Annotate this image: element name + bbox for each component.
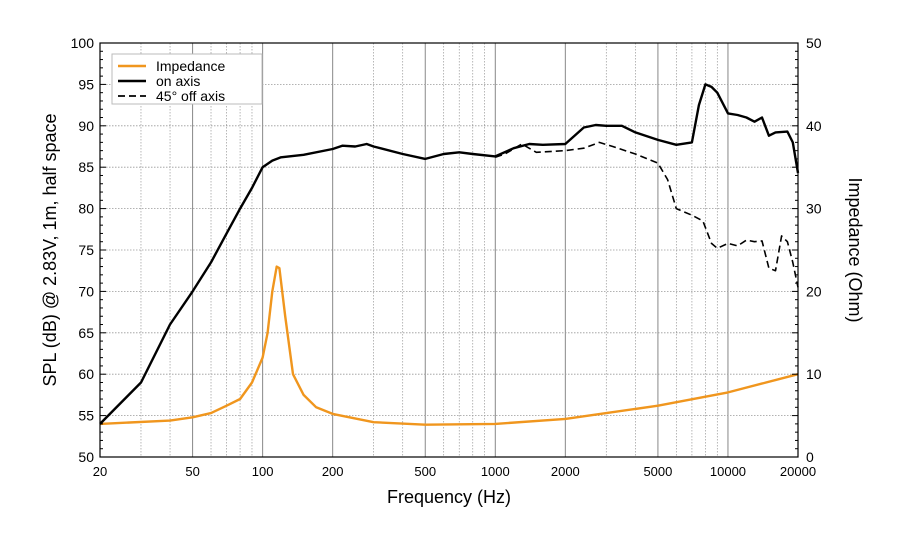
y2-tick-label: 20 bbox=[806, 283, 822, 299]
y-tick-label: 70 bbox=[78, 283, 94, 299]
y-tick-label: 55 bbox=[78, 408, 94, 424]
x-axis-label: Frequency (Hz) bbox=[387, 487, 511, 507]
y-tick-label: 65 bbox=[78, 325, 94, 341]
x-tick-label: 200 bbox=[322, 464, 344, 479]
legend-label-impedance: Impedance bbox=[156, 58, 225, 74]
y2-tick-label: 10 bbox=[806, 366, 822, 382]
legend-label-on-axis: on axis bbox=[156, 73, 200, 89]
x-tick-label: 2000 bbox=[551, 464, 580, 479]
series-45-off-axis-line bbox=[495, 141, 799, 288]
grid bbox=[99, 42, 799, 458]
series-on-axis-line bbox=[99, 83, 800, 425]
ticks: 20 50 100 200 500 1000 2000 5000 10000 2000050556… bbox=[71, 35, 822, 479]
x-tick-label: 50 bbox=[185, 464, 199, 479]
y-tick-label: 60 bbox=[78, 366, 94, 382]
x-tick-label: 5000 bbox=[643, 464, 672, 479]
legend-box bbox=[111, 53, 263, 105]
x-tick-label: 20 bbox=[93, 464, 107, 479]
y-tick-label: 85 bbox=[78, 159, 94, 175]
y-tick-label: 75 bbox=[78, 242, 94, 258]
y2-tick-label: 0 bbox=[806, 449, 814, 465]
y-tick-label: 50 bbox=[78, 449, 94, 465]
y-tick-label: 90 bbox=[78, 118, 94, 134]
y-tick-label: 80 bbox=[78, 201, 94, 217]
x-tick-label: 500 bbox=[414, 464, 436, 479]
x-tick-label: 20000 bbox=[780, 464, 816, 479]
x-tick-label: 100 bbox=[252, 464, 274, 479]
x-tick-label: 10000 bbox=[710, 464, 746, 479]
y2-axis-label: Impedance (Ohm) bbox=[845, 177, 865, 322]
legend-label-off-axis: 45° off axis bbox=[156, 88, 225, 104]
x-tick-label: 1000 bbox=[481, 464, 510, 479]
y2-tick-label: 50 bbox=[806, 35, 822, 51]
series-impedance-line bbox=[99, 265, 799, 426]
curves bbox=[99, 83, 800, 426]
legend: Impedance on axis 45° off axis bbox=[111, 53, 263, 105]
y-tick-label: 100 bbox=[71, 35, 95, 51]
y2-tick-label: 30 bbox=[806, 201, 822, 217]
y-tick-label: 95 bbox=[78, 76, 94, 92]
y-axis-label: SPL (dB) @ 2.83V, 1m, half space bbox=[40, 113, 60, 386]
y2-tick-label: 40 bbox=[806, 118, 822, 134]
